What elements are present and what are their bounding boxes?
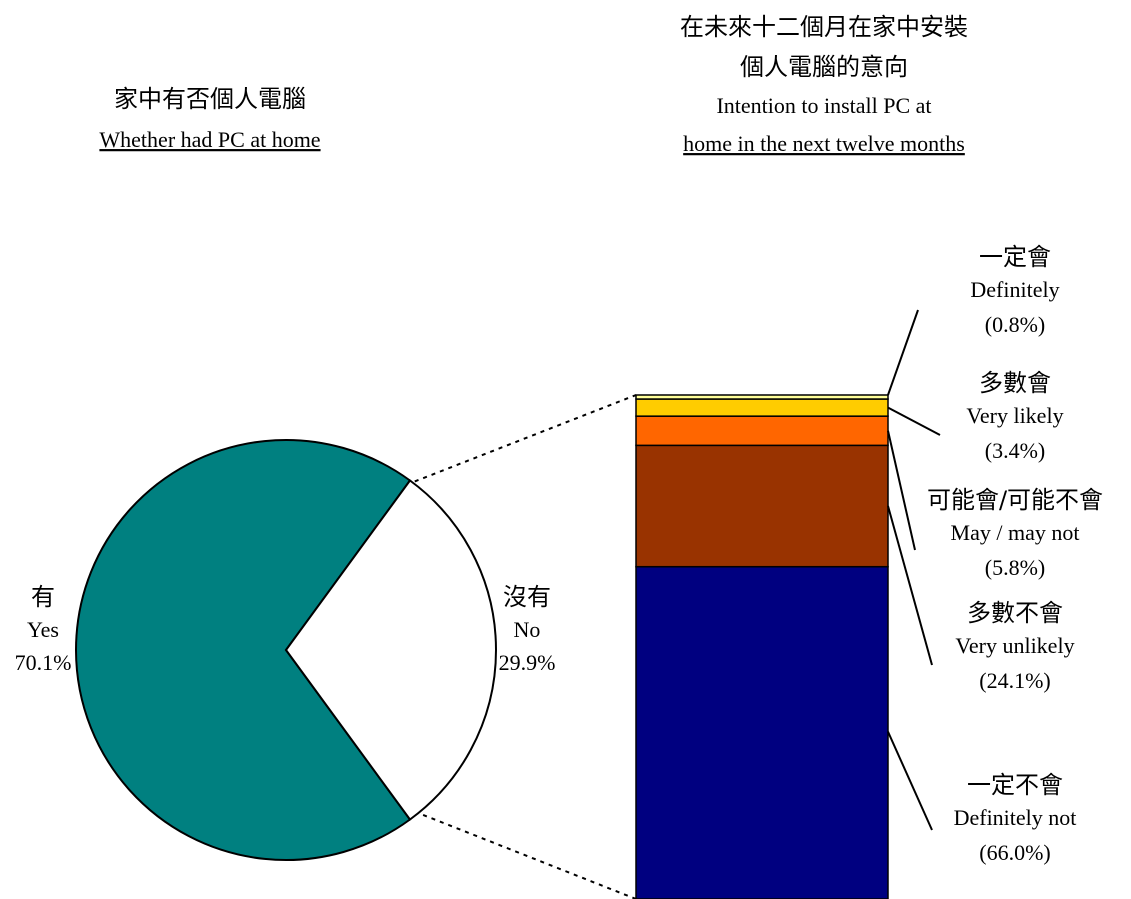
segment-value-label: (0.8%) [985, 312, 1045, 337]
segment-label-zh: 多數不會 [967, 599, 1063, 627]
segment-label: Definitely not [954, 805, 1077, 830]
bar-title: Intention to install PC at [716, 93, 931, 118]
leader-line [887, 430, 916, 551]
segment-value-label: (3.4%) [985, 438, 1045, 463]
pie-slice [75, 439, 412, 861]
bar-title: home in the next twelve months [683, 131, 965, 156]
slice-label-zh: 沒有 [503, 583, 551, 611]
leader-line [887, 406, 941, 436]
pie-title-zh: 家中有否個人電腦 [114, 85, 306, 113]
leader-line [887, 309, 919, 396]
bar-segment [635, 394, 889, 400]
bar-title-zh: 個人電腦的意向 [740, 53, 908, 81]
slice-value-label: 29.9% [499, 650, 556, 675]
segment-value-label: (5.8%) [985, 555, 1045, 580]
segment-label: Definitely [970, 277, 1059, 302]
segment-label: Very likely [966, 403, 1063, 428]
bar-segment [635, 415, 889, 447]
connector [397, 804, 637, 899]
pie-slice [284, 479, 497, 821]
slice-value-label: 70.1% [15, 650, 72, 675]
slice-label-zh: 有 [31, 583, 55, 611]
slice-label: Yes [27, 617, 59, 642]
segment-value-label: (66.0%) [979, 840, 1050, 865]
bar-segment [635, 444, 889, 568]
connector [397, 394, 637, 489]
segment-label-zh: 可能會/可能不會 [927, 486, 1103, 514]
bar-segment [635, 565, 889, 899]
segment-value-label: (24.1%) [979, 668, 1050, 693]
leader-line [887, 731, 933, 831]
slice-label: No [514, 617, 541, 642]
segment-label-zh: 一定會 [979, 243, 1051, 271]
segment-label: Very unlikely [955, 633, 1074, 658]
segment-label-zh: 多數會 [979, 369, 1051, 397]
bar-title-zh: 在未來十二個月在家中安裝 [680, 13, 968, 41]
pie-title: Whether had PC at home [99, 127, 320, 152]
leader-line [887, 505, 933, 666]
segment-label-zh: 一定不會 [967, 771, 1063, 799]
bar-segment [635, 398, 889, 417]
segment-label: May / may not [951, 520, 1080, 545]
